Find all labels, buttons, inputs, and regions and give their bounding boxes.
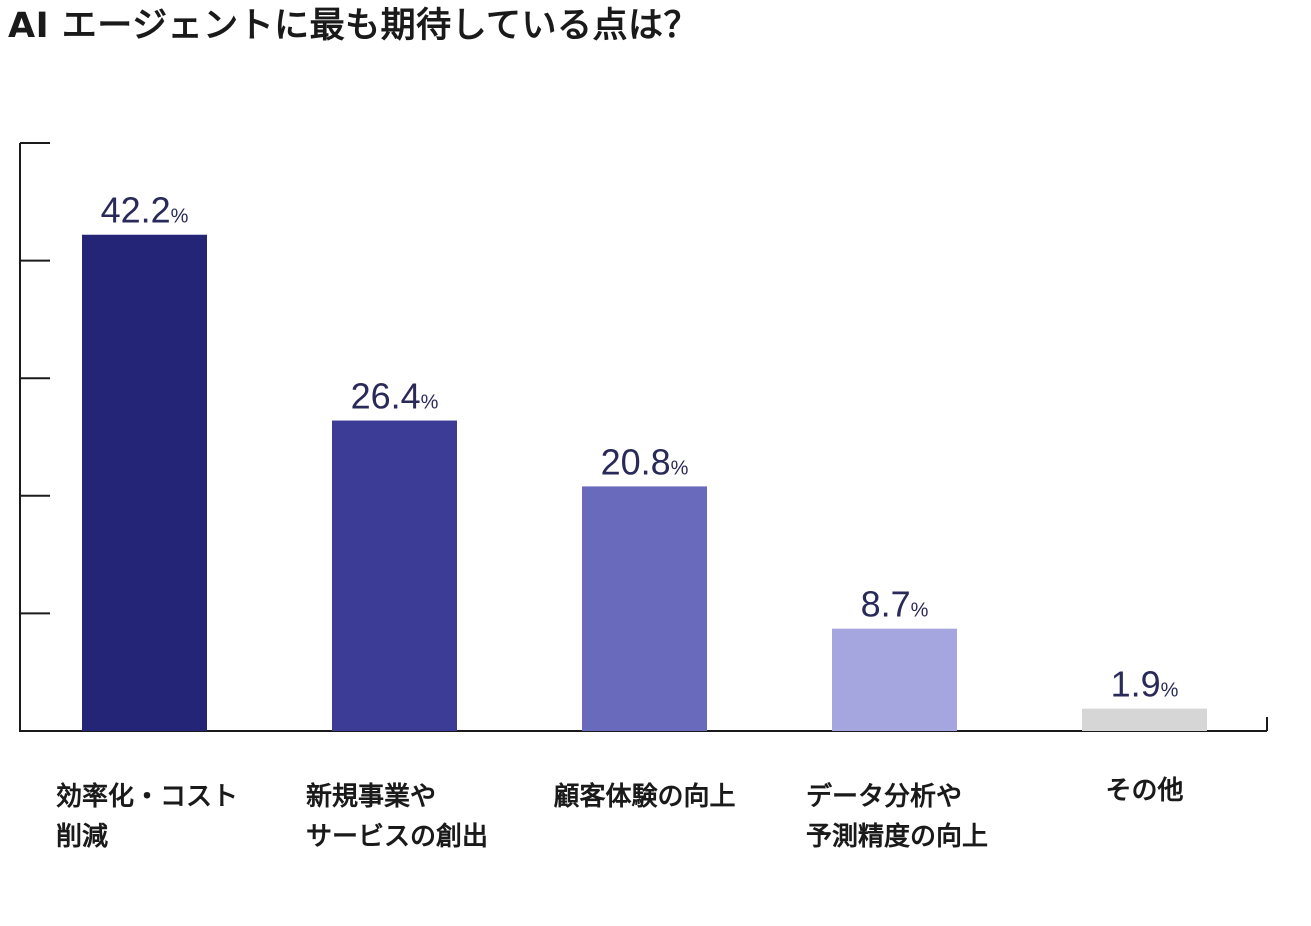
category-label: データ分析や予測精度の向上	[806, 781, 988, 852]
bar	[832, 628, 957, 731]
category-label-line: データ分析や	[806, 781, 962, 812]
data-label: 26.4%	[351, 376, 439, 417]
bars	[82, 234, 1207, 731]
data-label-value: 8.7	[861, 584, 911, 625]
category-label: その他	[1105, 776, 1183, 806]
category-label-line: 予測精度の向上	[806, 821, 988, 852]
data-label: 8.7%	[861, 584, 929, 625]
data-label-unit: %	[1161, 680, 1179, 702]
category-label: 効率化・コスト削減	[56, 781, 238, 852]
data-label-value: 1.9	[1111, 664, 1161, 705]
data-label: 1.9%	[1111, 664, 1179, 705]
category-label-line: 削減	[56, 822, 108, 852]
chart-title: AI エージェントに最も期待している点は？	[8, 6, 700, 46]
data-label: 42.2%	[101, 190, 189, 231]
bar	[582, 486, 707, 731]
category-label: 新規事業やサービスの創出	[306, 781, 488, 852]
data-label-value: 42.2	[101, 190, 171, 231]
value-labels: 42.2%26.4%20.8%8.7%1.9%	[101, 190, 1179, 705]
data-label-value: 26.4	[351, 376, 421, 417]
category-label-line: 効率化・コスト	[56, 781, 238, 812]
bar	[332, 420, 457, 731]
data-label-unit: %	[171, 206, 189, 228]
bar	[82, 234, 207, 731]
category-label-line: サービスの創出	[306, 822, 488, 852]
category-label-line: 新規事業や	[306, 781, 436, 812]
data-label-unit: %	[911, 600, 929, 622]
data-label-unit: %	[421, 392, 439, 414]
data-label-value: 20.8	[601, 441, 671, 482]
data-label: 20.8%	[601, 441, 689, 482]
data-label-unit: %	[671, 457, 689, 479]
category-label-line: その他	[1105, 776, 1183, 806]
category-label-line: 顧客体験の向上	[553, 781, 735, 812]
category-label: 顧客体験の向上	[553, 781, 735, 812]
bar	[1082, 708, 1207, 731]
